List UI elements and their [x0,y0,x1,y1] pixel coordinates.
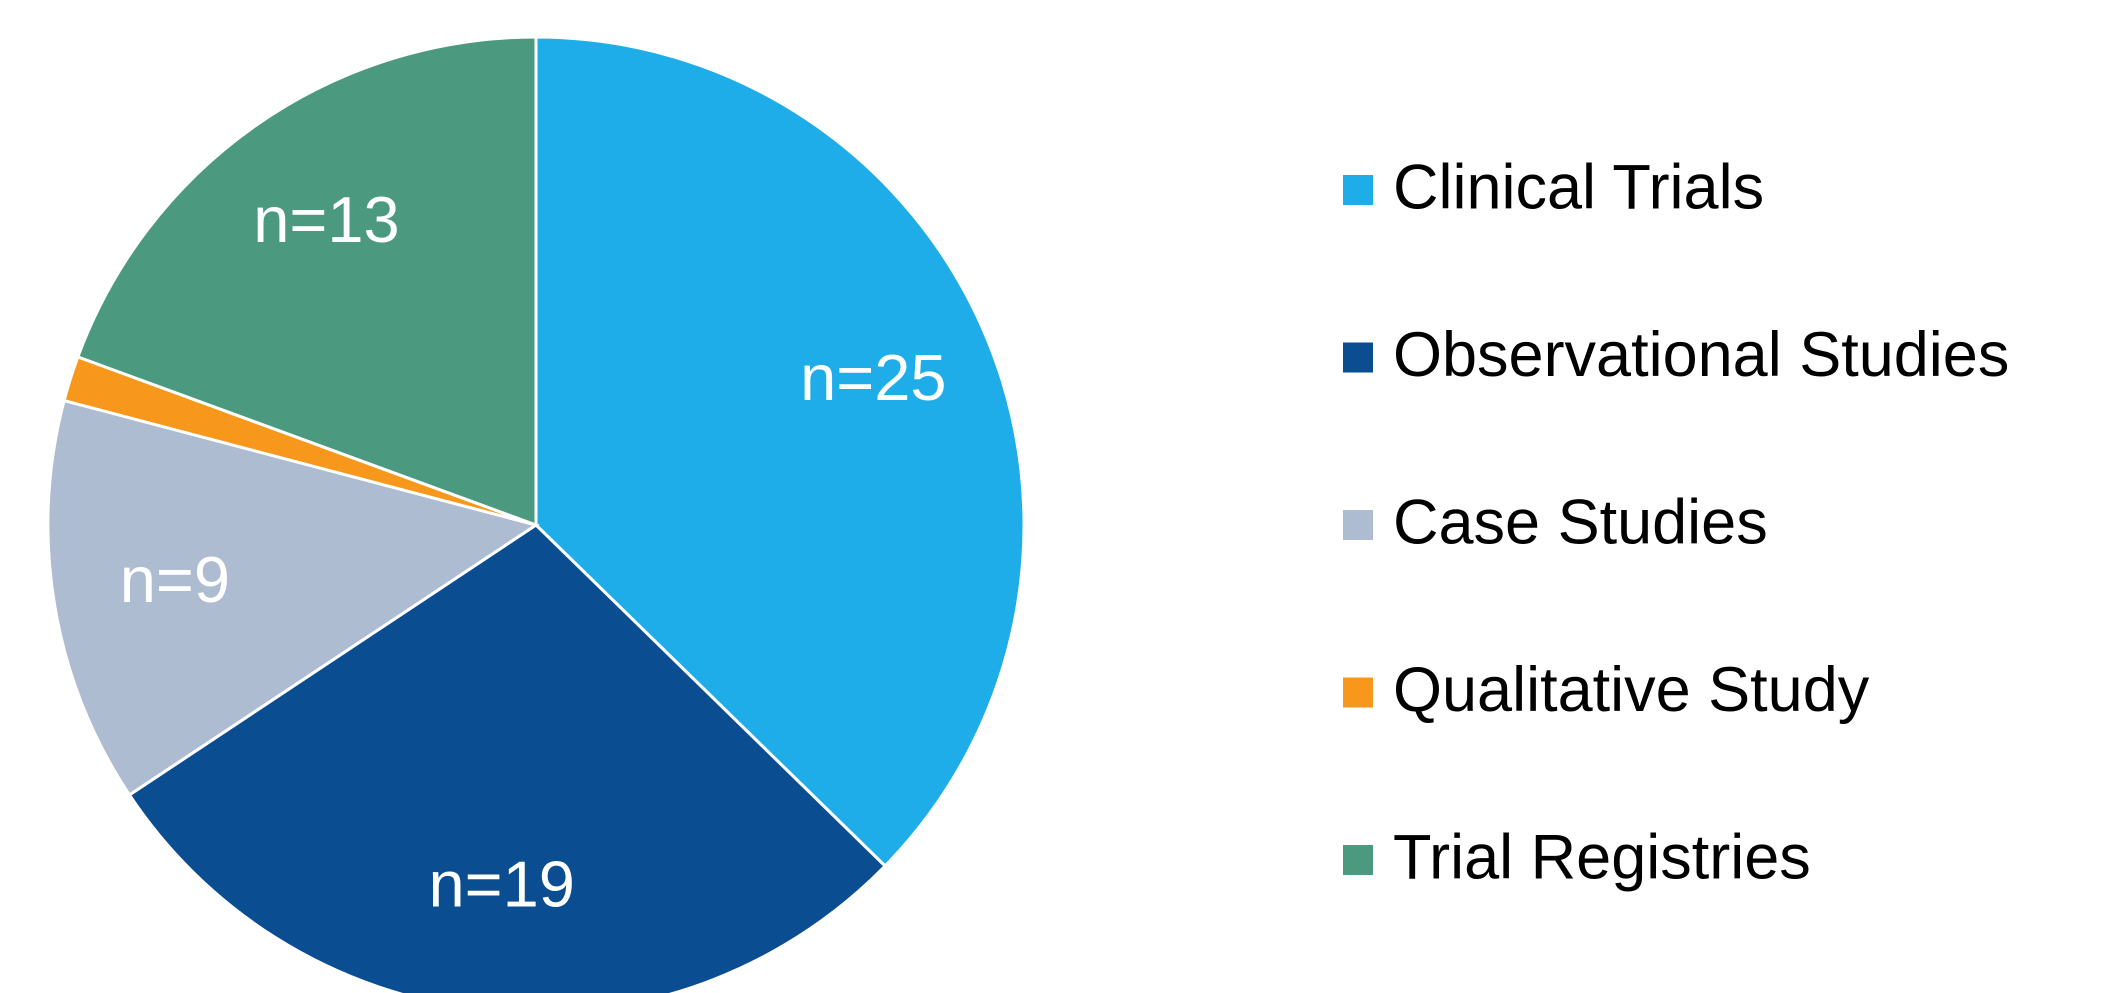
pie-slice [75,35,538,528]
data-label: n=19 [429,848,575,921]
pie-slice [46,398,540,798]
data-label: n=25 [800,341,946,414]
legend-swatch [1343,342,1373,373]
legend-label: Case Studies [1393,488,1768,558]
legend-swatch [1343,845,1373,875]
data-label: n=13 [253,183,399,256]
legend-label: Observational Studies [1393,320,2009,390]
legend-swatch [1343,175,1373,205]
legend-label: Trial Registries [1393,823,1811,893]
legend-swatch [1343,510,1373,540]
pie-slice [127,523,888,993]
data-label: n=9 [120,543,230,616]
legend-label: Clinical Trials [1393,153,1764,223]
legend-swatch [1343,677,1373,708]
pie-slice [534,35,1026,869]
legend-label: Qualitative Study [1393,655,1870,725]
